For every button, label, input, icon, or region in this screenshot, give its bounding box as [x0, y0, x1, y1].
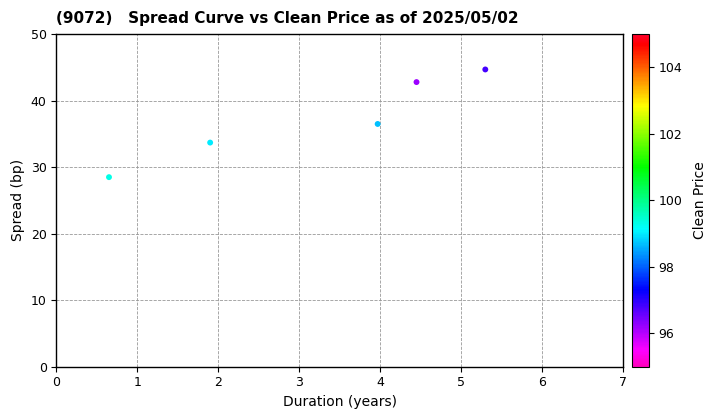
- X-axis label: Duration (years): Duration (years): [283, 395, 397, 409]
- Point: [103, 174, 114, 181]
- Point: [204, 139, 216, 146]
- Y-axis label: Clean Price: Clean Price: [693, 162, 707, 239]
- Point: [480, 66, 491, 73]
- Point: [410, 79, 422, 85]
- Text: (9072)   Spread Curve vs Clean Price as of 2025/05/02: (9072) Spread Curve vs Clean Price as of…: [56, 11, 519, 26]
- Point: [372, 121, 384, 127]
- Y-axis label: Spread (bp): Spread (bp): [11, 159, 25, 242]
